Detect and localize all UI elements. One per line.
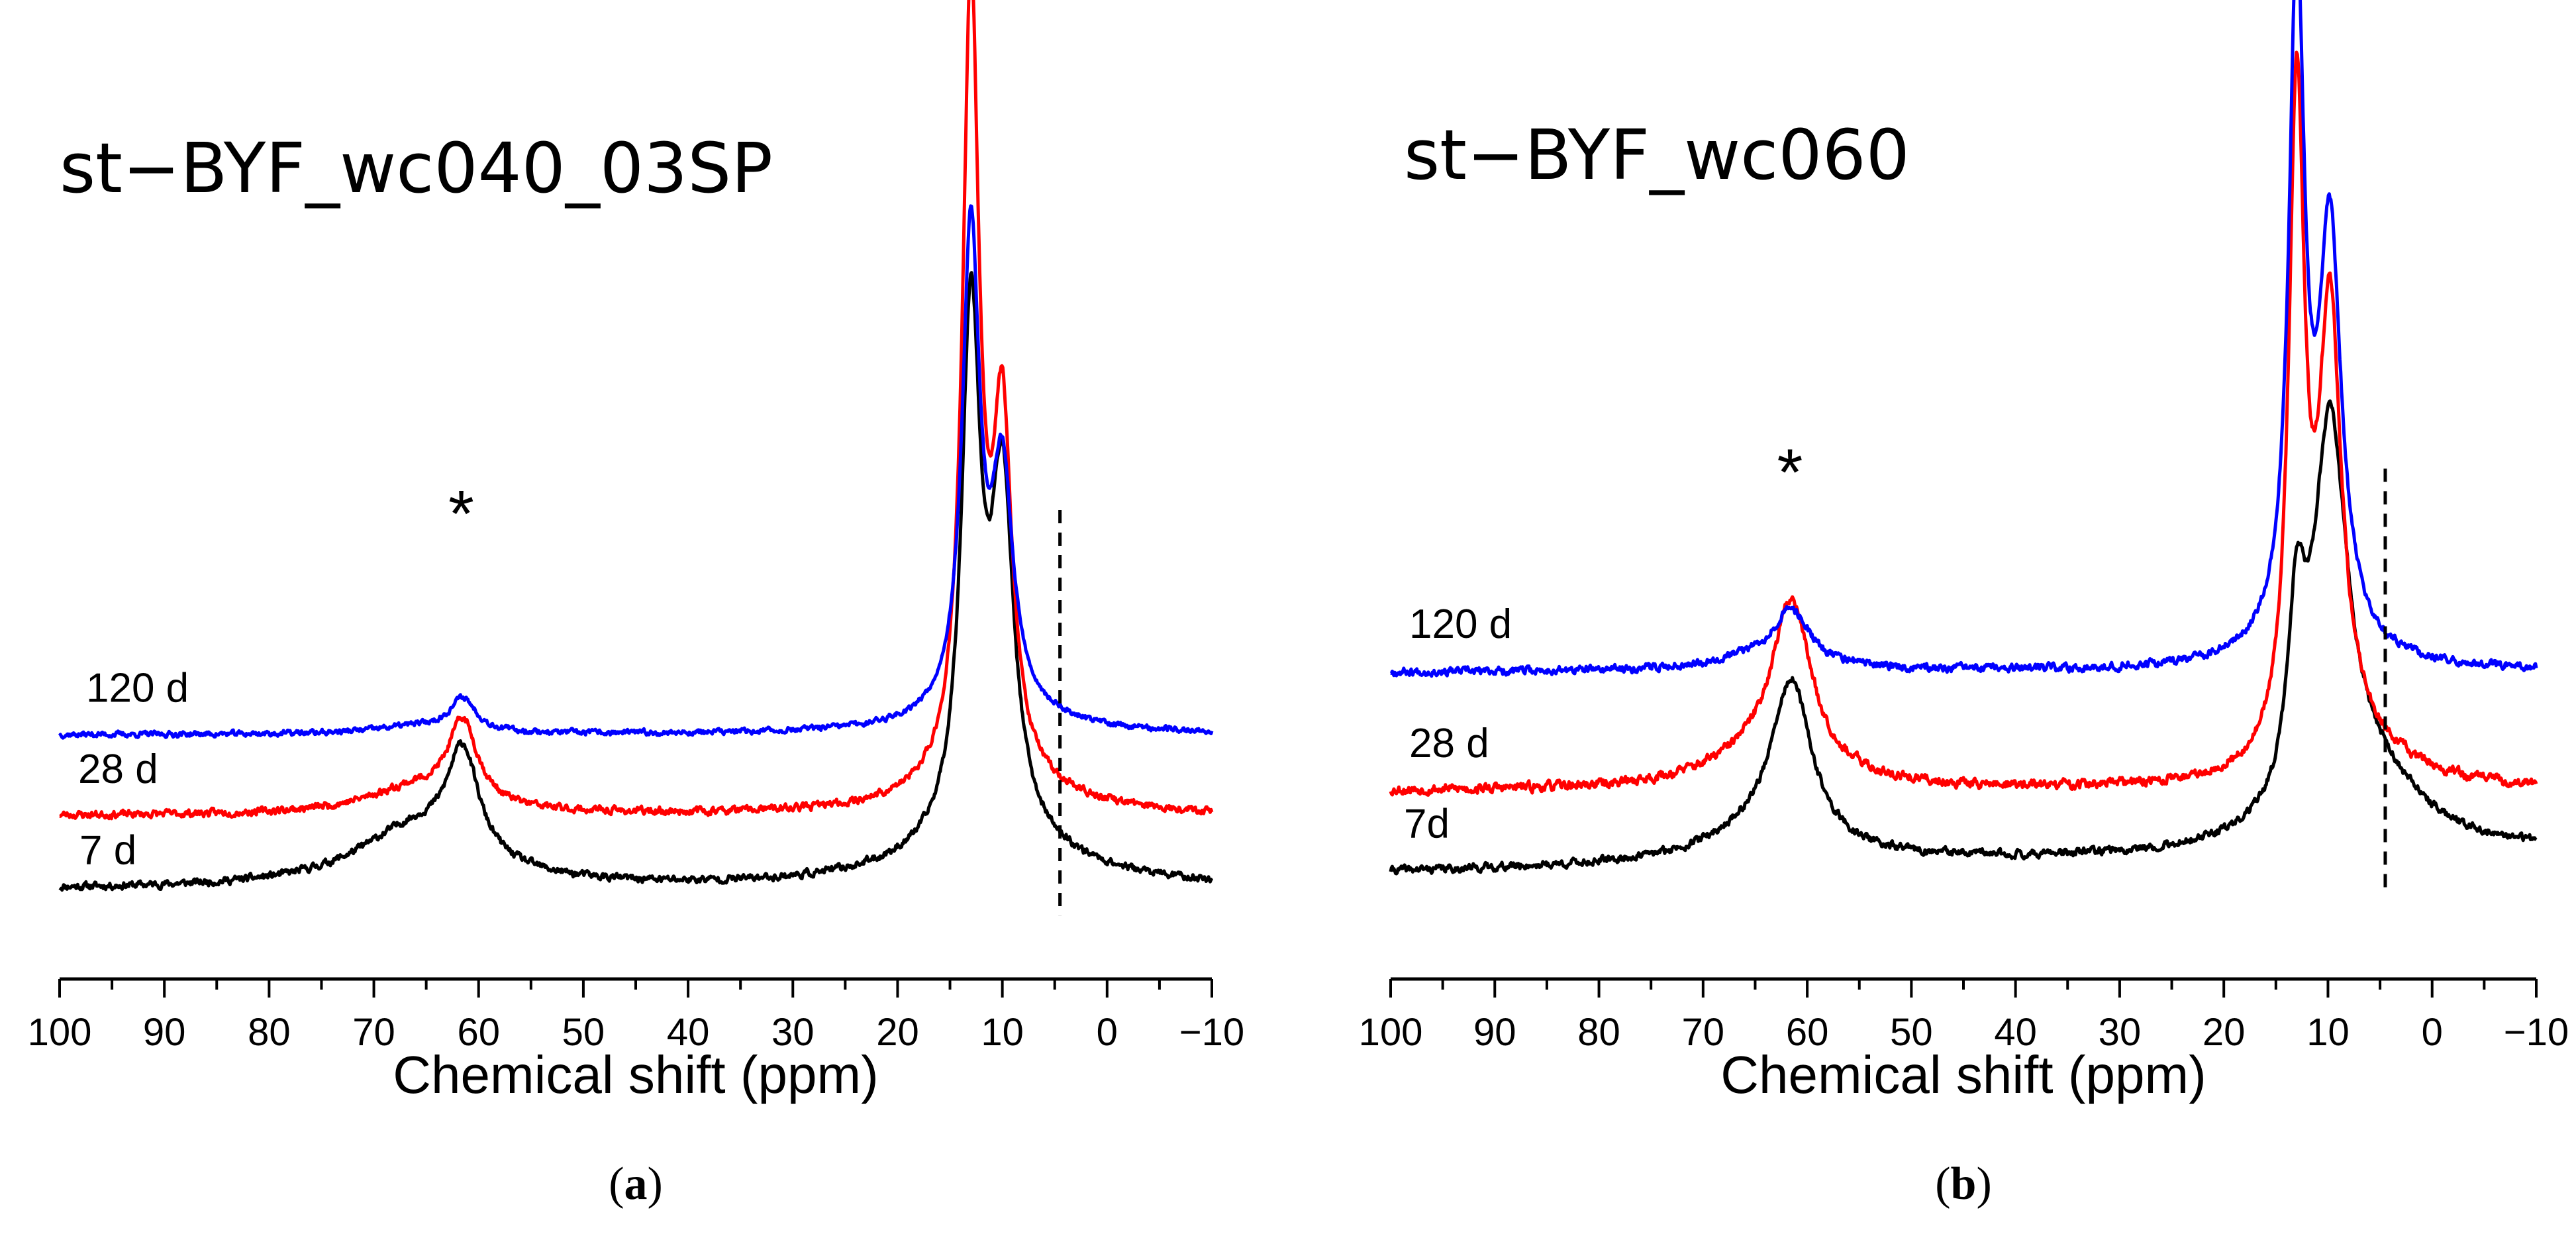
x-tick-label: 90 [1473,1011,1516,1054]
panel-a-ticks: 100 90 80 70 60 50 40 30 20 10 0 −10 [28,979,1244,1054]
panel-a-caption-letter: a [624,1159,648,1210]
panel-a-x-axis-title: Chemical shift (ppm) [393,1045,879,1104]
panel-a-peak-marker: * [448,477,474,551]
x-tick-label: −10 [1179,1011,1244,1054]
trace-120d [1389,0,2538,678]
x-tick-label: 80 [1577,1011,1620,1054]
panel-b-title: st−BYF_wc060 [1404,115,1910,195]
x-tick-label: 90 [143,1011,186,1054]
panel-b-caption: (b) [1935,1159,1992,1210]
trace-7d [1389,399,2538,876]
x-tick-label: 60 [1786,1011,1829,1054]
series-label-28d: 28 d [1409,721,1489,766]
x-tick-label: 10 [981,1011,1024,1054]
x-tick-label: 30 [2099,1011,2142,1054]
series-label-120d: 120 d [1409,601,1512,647]
series-label-120d: 120 d [86,665,189,711]
x-tick-label: 80 [248,1011,291,1054]
series-label-7d: 7d [1404,801,1450,847]
panel-b-traces [1389,0,2538,876]
trace-28d [58,0,1214,821]
x-tick-label: 30 [771,1011,815,1054]
x-tick-label: 50 [1890,1011,1933,1054]
series-label-28d: 28 d [78,747,158,792]
panel-a-series-labels: 7 d 28 d 120 d [78,665,189,873]
panel-b-peak-marker: * [1777,436,1803,510]
series-label-7d: 7 d [79,827,136,873]
x-tick-label: 20 [876,1011,919,1054]
trace-28d [1389,50,2538,797]
panel-a-caption: (a) [609,1159,663,1210]
x-tick-label: 70 [1682,1011,1725,1054]
x-tick-label: 0 [1097,1011,1118,1054]
x-tick-label: 20 [2203,1011,2246,1054]
panel-b-caption-letter: b [1951,1159,1977,1210]
panel-a-title: st−BYF_wc040_03SP [60,128,773,209]
panel-b-series-labels: 7d 28 d 120 d [1404,601,1512,847]
trace-7d [58,271,1214,892]
x-tick-label: 50 [562,1011,605,1054]
x-tick-label: 40 [667,1011,710,1054]
x-tick-label: −10 [2504,1011,2569,1054]
trace-120d [58,204,1214,740]
x-tick-label: 70 [352,1011,395,1054]
panel-a-traces [58,0,1214,892]
x-tick-label: 40 [1994,1011,2037,1054]
x-tick-label: 10 [2306,1011,2350,1054]
x-tick-label: 0 [2422,1011,2443,1054]
panel-b-x-axis-title: Chemical shift (ppm) [1720,1045,2206,1104]
panel-b-ticks: 100 90 80 70 60 50 40 30 20 10 0 −10 [1359,979,2569,1054]
x-tick-label: 100 [28,1011,92,1054]
x-tick-label: 60 [457,1011,500,1054]
x-tick-label: 100 [1359,1011,1423,1054]
